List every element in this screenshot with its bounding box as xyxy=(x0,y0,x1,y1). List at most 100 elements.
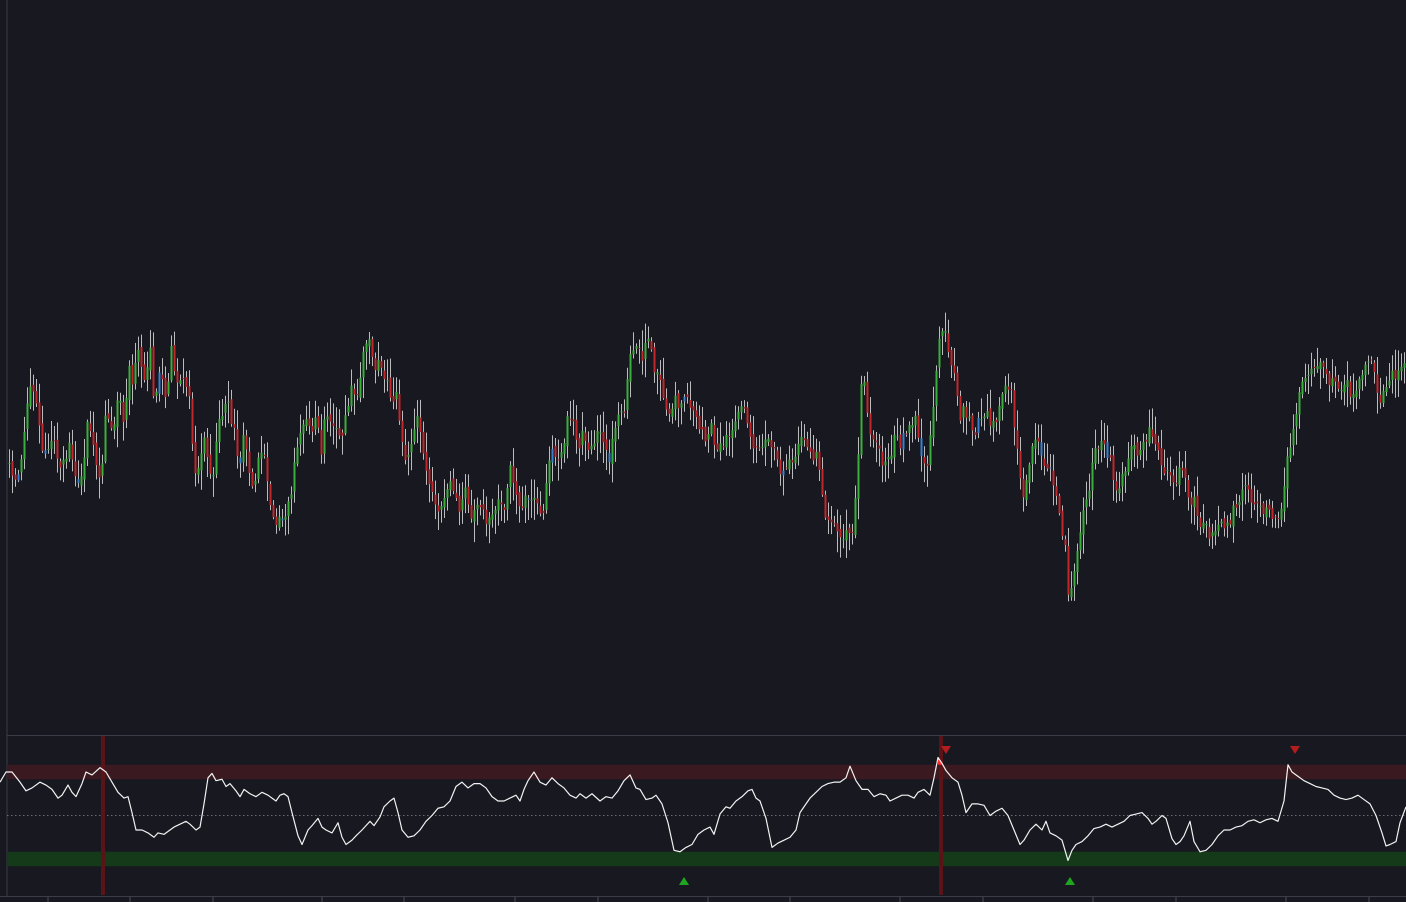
candle xyxy=(482,489,485,520)
candle xyxy=(1337,374,1340,392)
candle xyxy=(50,420,53,460)
candle xyxy=(500,490,503,521)
candle-body xyxy=(245,435,248,450)
candle xyxy=(698,405,701,434)
candle xyxy=(548,446,551,496)
candle xyxy=(146,351,149,392)
candle xyxy=(410,428,413,471)
candle-body xyxy=(863,381,866,387)
candle xyxy=(194,425,197,487)
candle-body xyxy=(902,433,905,450)
candle xyxy=(842,524,845,549)
candle xyxy=(389,358,392,402)
candle-body xyxy=(365,343,368,353)
candle-body xyxy=(1049,467,1052,469)
candle xyxy=(104,400,107,464)
candle xyxy=(56,422,59,473)
candle-body xyxy=(827,516,830,520)
candle xyxy=(83,438,86,493)
candle xyxy=(980,398,983,427)
candle xyxy=(356,378,359,401)
candle xyxy=(455,478,458,501)
candle xyxy=(137,336,140,377)
candle-body xyxy=(308,418,311,427)
candle xyxy=(1043,442,1046,476)
candle xyxy=(302,419,305,454)
candle xyxy=(1283,467,1286,522)
candle-body xyxy=(398,394,401,421)
candle-body xyxy=(824,494,827,518)
candle xyxy=(395,377,398,410)
candle xyxy=(272,500,275,520)
candle-body xyxy=(779,459,782,475)
candle-body xyxy=(1319,362,1322,370)
candle-body xyxy=(1109,455,1112,458)
candle-body xyxy=(884,461,887,466)
candle xyxy=(1022,467,1025,512)
candle-body xyxy=(1151,429,1154,437)
candle xyxy=(836,509,839,553)
candle xyxy=(353,383,356,415)
candle xyxy=(626,367,629,419)
candle xyxy=(296,437,299,467)
candle-body xyxy=(1253,502,1256,505)
candle xyxy=(425,432,428,485)
candle-body xyxy=(347,406,350,413)
candle-body xyxy=(947,333,950,353)
candle-body xyxy=(368,339,371,347)
candle xyxy=(305,405,308,431)
buy-signal-marker xyxy=(679,877,689,885)
candle-body xyxy=(446,489,449,498)
candle-body xyxy=(1016,430,1019,449)
candle xyxy=(761,433,764,456)
candle xyxy=(476,497,479,526)
candle xyxy=(1154,416,1157,451)
oscillator-pane xyxy=(0,736,1406,895)
candle xyxy=(938,326,941,379)
candle xyxy=(542,503,545,520)
candle-body xyxy=(704,426,707,442)
candle xyxy=(578,433,581,467)
candle-body xyxy=(317,415,320,428)
candle xyxy=(128,360,131,416)
candle xyxy=(533,479,536,520)
candle xyxy=(1118,471,1121,501)
candle xyxy=(224,395,227,428)
candle xyxy=(299,414,302,456)
candle-body xyxy=(812,449,815,461)
candle-body xyxy=(491,514,494,520)
candle-body xyxy=(380,360,383,368)
candle xyxy=(992,411,995,442)
candle-body xyxy=(428,469,431,485)
candle xyxy=(1148,409,1151,447)
candle-body xyxy=(656,372,659,375)
candle xyxy=(1400,353,1403,381)
candle xyxy=(1046,443,1049,472)
candle-body xyxy=(269,484,272,506)
candle-body xyxy=(14,474,17,480)
candle-body xyxy=(1232,505,1235,527)
candle xyxy=(1025,474,1028,506)
candle-body xyxy=(743,407,746,409)
candle-body xyxy=(371,339,374,357)
candle xyxy=(122,394,125,441)
candle-body xyxy=(1265,507,1268,518)
candle xyxy=(650,337,653,352)
candle-body xyxy=(866,381,869,413)
candle-body xyxy=(41,423,44,451)
candle-body xyxy=(1331,378,1334,387)
candle xyxy=(1253,485,1256,511)
candle-body xyxy=(839,528,842,538)
candle xyxy=(704,419,707,447)
candle xyxy=(1175,465,1178,487)
candle xyxy=(41,405,44,453)
candle-body xyxy=(434,494,437,505)
candle-body xyxy=(815,451,818,459)
candle-body xyxy=(1031,445,1034,465)
candle-body xyxy=(845,530,848,541)
candle xyxy=(1385,376,1388,397)
candle-body xyxy=(1241,489,1244,501)
candle xyxy=(1358,376,1361,400)
candle xyxy=(749,414,752,450)
candle-body xyxy=(1259,506,1262,508)
